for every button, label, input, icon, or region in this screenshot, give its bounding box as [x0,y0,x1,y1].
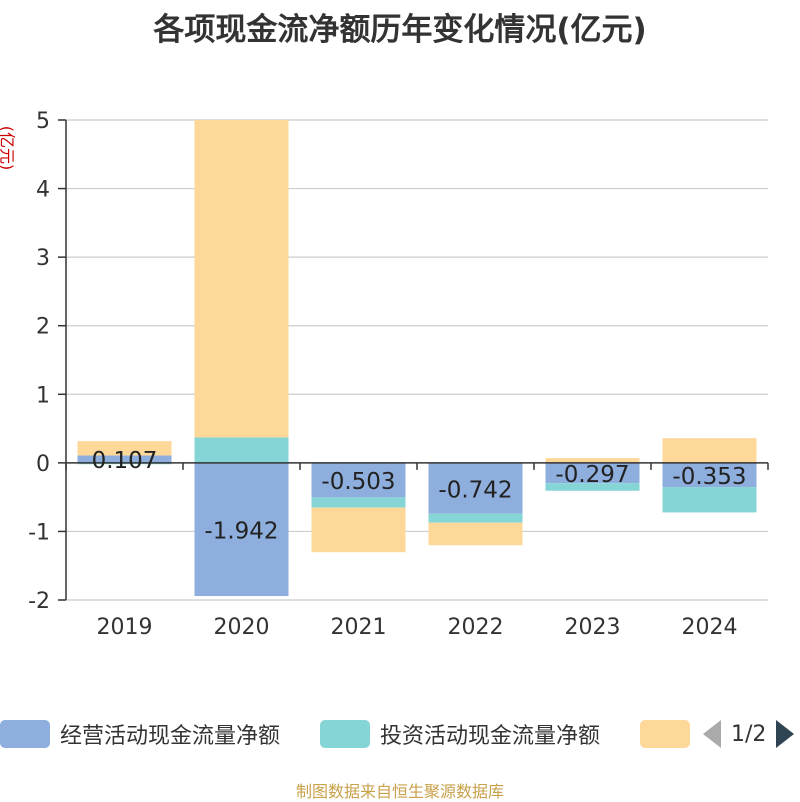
bar-segment [662,438,757,463]
bar-segment [311,462,406,498]
legend-page-indicator: 1/2 [731,721,767,747]
y-tick-label: 1 [36,383,50,408]
axes [58,119,769,601]
bar-segment [77,441,172,456]
x-tick-label: 2021 [331,615,387,640]
bar-segment [662,462,757,488]
legend-swatch [0,720,50,748]
legend: 经营活动现金流量净额 投资活动现金流量净额 1/2 [0,716,800,752]
legend-label: 经营活动现金流量净额 [60,724,281,749]
bar-segment [194,437,289,463]
y-tick-label: -2 [28,589,50,614]
bar-segment [428,522,523,546]
y-tick-label: 3 [36,246,50,271]
legend-pager: 1/2 [703,716,795,752]
x-tick-label: 2024 [682,615,738,640]
legend-item-financing[interactable] [640,716,690,752]
x-tick-label: 2023 [565,615,621,640]
bar-segment [545,483,640,491]
data-label: -0.353 [672,464,746,490]
bar-segment [545,458,640,463]
tick-labels: -2 -1 0 1 2 3 4 5 2019 2020 2021 2022 2023 2024 [28,109,737,640]
legend-item-investing[interactable]: 投资活动现金流量净额 [320,716,600,752]
bar-segment [428,513,523,523]
data-label: -0.742 [438,477,512,503]
x-tick-label: 2020 [214,615,270,640]
data-label: -1.942 [204,518,278,544]
legend-item-operating[interactable]: 经营活动现金流量净额 [0,716,280,752]
bar-segment [545,462,640,484]
y-tick-label: 4 [36,178,50,203]
chevron-left-icon[interactable] [703,720,721,748]
legend-swatch [640,720,690,748]
legend-label: 投资活动现金流量净额 [380,724,601,749]
grid-lines [66,119,768,601]
x-tick-label: 2019 [97,615,153,640]
y-tick-label: 0 [36,452,50,477]
y-tick-label: 2 [36,315,50,340]
data-label: 0.107 [92,448,158,474]
bar-segment [662,487,757,513]
chevron-right-icon[interactable] [776,720,795,748]
y-tick-label: -1 [28,520,50,545]
bar-segment [311,507,406,553]
legend-swatch [320,720,370,748]
x-tick-label: 2022 [448,615,504,640]
bar-segment [194,462,289,597]
bar-segment [77,455,172,463]
cash-flow-chart: 0.107 -1.942 -0.503 -0.742 -0.297 -0.353 -2 -1… [28,109,769,640]
bar-segment [194,120,289,438]
bar-segment [311,497,406,508]
data-labels: 0.107 -1.942 -0.503 -0.742 -0.297 -0.353 [92,448,747,544]
chart-title: 各项现金流净额历年变化情况(亿元) [153,12,647,48]
data-source-note: 制图数据来自恒生聚源数据库 [295,782,504,801]
bar-segment [428,462,523,514]
y-tick-label: 5 [36,109,50,134]
data-label: -0.503 [321,469,395,495]
bars [77,120,757,597]
data-label: -0.297 [555,462,629,488]
